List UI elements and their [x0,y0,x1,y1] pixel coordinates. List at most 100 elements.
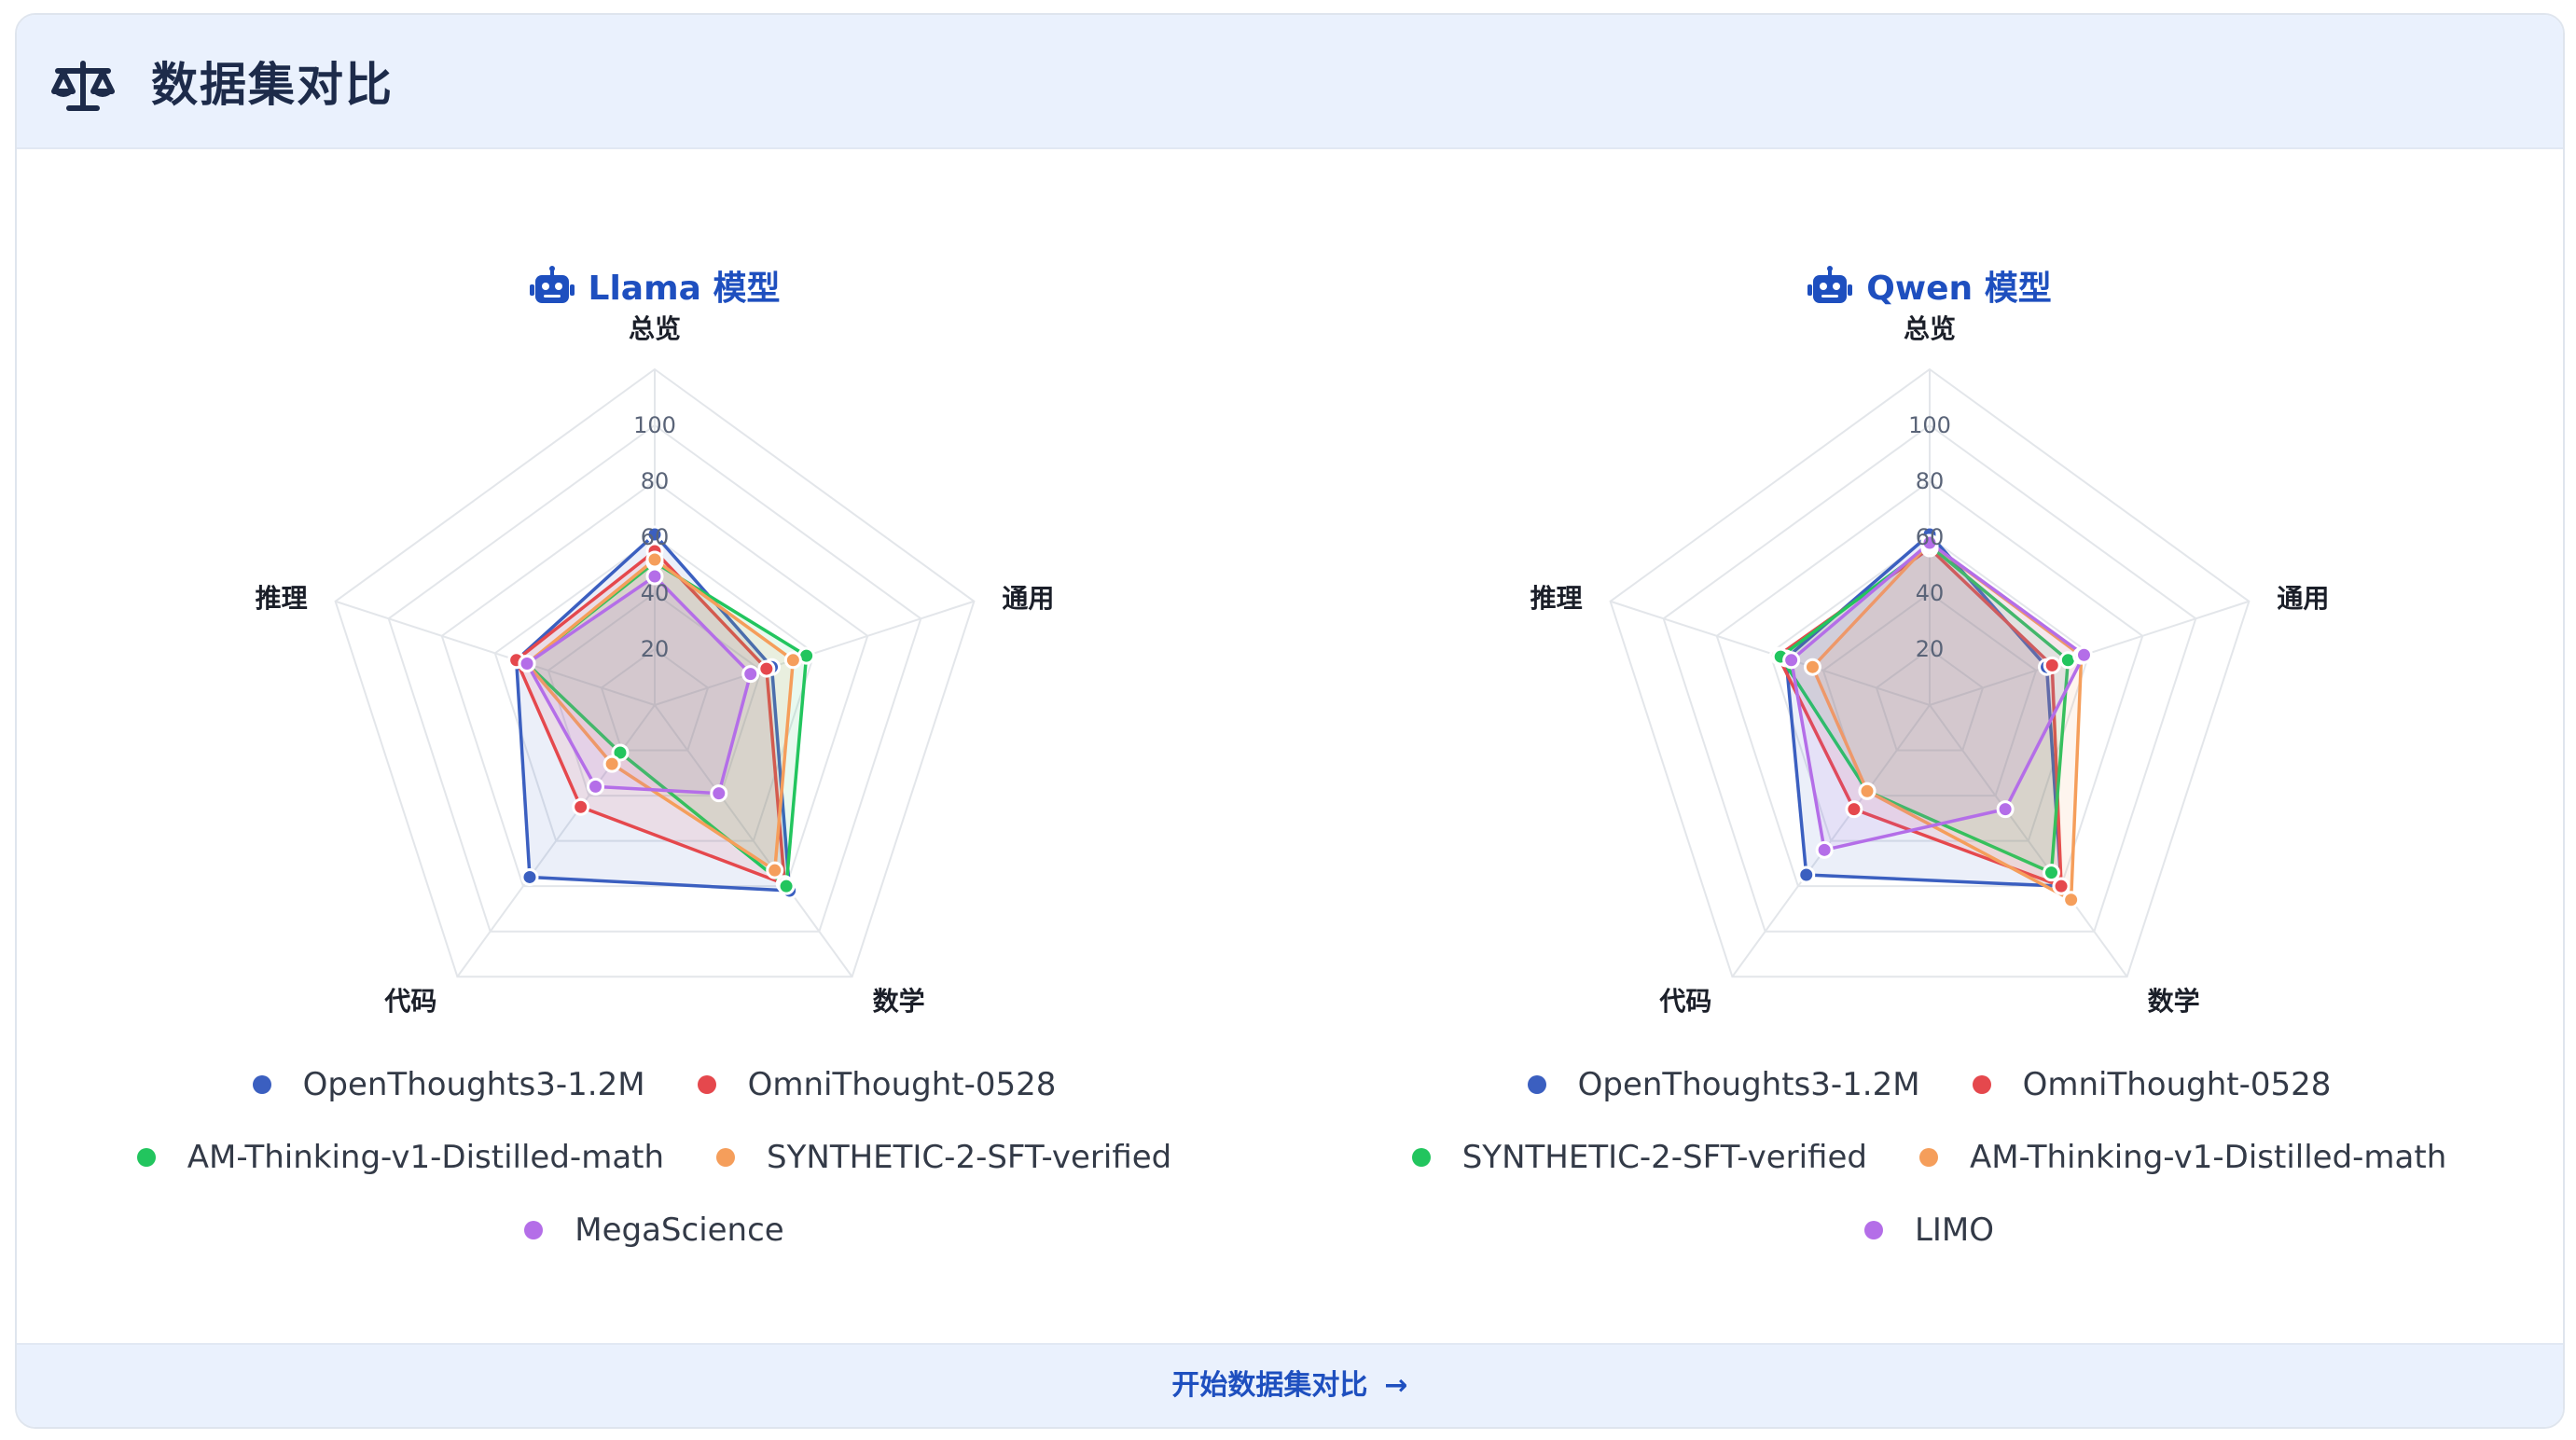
llama-panel-title: Llama 模型 [17,261,1292,317]
legend-item[interactable]: OpenThoughts3-1.2M [252,1066,645,1103]
data-point[interactable] [766,861,784,879]
legend-item[interactable]: AM-Thinking-v1-Distilled-math [136,1139,665,1176]
legend-label: OpenThoughts3-1.2M [302,1066,645,1103]
grid-ring [493,535,816,842]
legend-label: OmniThought-0528 [747,1066,1057,1103]
legend-row: OpenThoughts3-1.2M OmniThought-0528 [1292,1048,2563,1121]
grid-spoke [654,704,853,977]
axis-label: 通用 [1002,583,1054,614]
grid-ring [547,591,763,797]
balance-scale-icon [51,61,115,111]
legend-dot [252,1075,271,1094]
start-comparison-label: 开始数据集对比 [1171,1369,1368,1402]
legend-item[interactable]: OmniThought-0528 [697,1066,1057,1103]
legend-label: AM-Thinking-v1-Distilled-math [1969,1139,2447,1176]
qwen-panel-title: Qwen 模型 [1292,261,2563,317]
axis-label: 推理 [1530,583,1583,614]
data-point[interactable] [1815,840,1834,859]
grid-spoke [1929,704,2128,977]
data-point[interactable] [757,659,776,678]
r-tick-label: 20 [1916,636,1945,662]
data-point[interactable] [518,655,536,673]
start-comparison-link[interactable]: 开始数据集对比 → [1171,1365,1407,1406]
series-area[interactable] [1789,541,2086,852]
series-area[interactable] [1810,541,2084,902]
dataset-comparison-card: 数据集对比 20 40 60 80 100 总览 通用 数学 代码 推理 Llama 模型 Ope… [15,13,2565,1429]
legend-item[interactable]: SYNTHETIC-2-SFT-verified [716,1139,1171,1176]
grid-ring [600,647,710,752]
data-point[interactable] [1920,533,1939,552]
data-point[interactable] [1845,800,1863,819]
legend-dot [524,1221,544,1239]
legend-row: MegaScience [17,1194,1292,1267]
grid-ring [334,367,976,978]
legend-label: MegaScience [575,1212,784,1249]
data-point[interactable] [2052,877,2070,895]
data-point[interactable] [2074,645,2093,664]
grid-spoke [335,600,656,706]
data-point[interactable] [741,665,760,684]
data-point[interactable] [1996,800,2015,819]
data-point[interactable] [645,550,664,569]
r-tick-label: 60 [641,524,670,550]
r-tick-label: 40 [641,580,670,606]
data-point[interactable] [1803,658,1821,676]
legend-dot [136,1148,156,1167]
legend-row: AM-Thinking-v1-Distilled-math SYNTHETIC-2… [17,1121,1292,1194]
legend-item[interactable]: OpenThoughts3-1.2M [1527,1066,1920,1103]
data-point[interactable] [1797,865,1816,884]
data-point[interactable] [2043,656,2061,674]
series-area[interactable] [525,575,753,796]
grid-ring [1715,479,2144,888]
data-point[interactable] [783,651,802,670]
legend-label: SYNTHETIC-2-SFT-verified [767,1139,1172,1176]
data-point[interactable] [2042,864,2060,882]
legend-item[interactable]: AM-Thinking-v1-Distilled-math [1918,1139,2447,1176]
data-point[interactable] [645,525,664,544]
robot-icon [529,266,575,303]
data-point[interactable] [602,755,621,773]
grid-ring [1821,591,2038,797]
data-point[interactable] [2062,891,2081,909]
legend-label: OpenThoughts3-1.2M [1577,1066,1920,1103]
series-area[interactable] [1779,544,2070,875]
llama-legend: OpenThoughts3-1.2M OmniThought-0528 AM-Thi… [17,1048,1292,1267]
data-point[interactable] [520,867,539,886]
r-tick-label: 100 [633,412,676,438]
axis-label: 代码 [1658,986,1711,1017]
r-tick-label: 80 [641,468,670,494]
axis-label: 代码 [383,986,436,1017]
data-point[interactable] [645,567,664,586]
legend-dot [1527,1075,1546,1094]
legend-label: LIMO [1914,1212,1995,1249]
llama-title-text: Llama 模型 [588,270,781,308]
legend-dot [716,1148,736,1167]
legend-dot [697,1075,716,1094]
robot-icon [1807,266,1853,303]
data-point[interactable] [710,784,728,803]
legend-dot [1411,1148,1431,1167]
legend-label: AM-Thinking-v1-Distilled-math [187,1139,665,1176]
llama-panel: 20 40 60 80 100 总览 通用 数学 代码 推理 Llama 模型 OpenThoug… [17,149,1292,1311]
legend-item[interactable]: MegaScience [524,1212,784,1249]
data-point[interactable] [1858,782,1877,800]
data-point[interactable] [572,797,590,816]
data-point[interactable] [587,777,605,796]
r-tick-label: 20 [641,636,670,662]
grid-ring [1768,535,2091,842]
legend-dot [1863,1221,1883,1239]
legend-item[interactable]: SYNTHETIC-2-SFT-verified [1411,1139,1867,1176]
axis-label: 推理 [256,583,308,614]
page-title: 数据集对比 [151,58,394,112]
legend-item[interactable]: OmniThought-0528 [1972,1066,2331,1103]
data-point[interactable] [1782,651,1801,670]
legend-item[interactable]: LIMO [1863,1212,1995,1249]
r-tick-label: 80 [1916,468,1945,494]
data-point[interactable] [777,877,796,895]
grid-ring [387,423,922,933]
grid-spoke [1731,704,1931,977]
legend-row: LIMO [1292,1194,2563,1267]
legend-dot [1972,1075,1991,1094]
